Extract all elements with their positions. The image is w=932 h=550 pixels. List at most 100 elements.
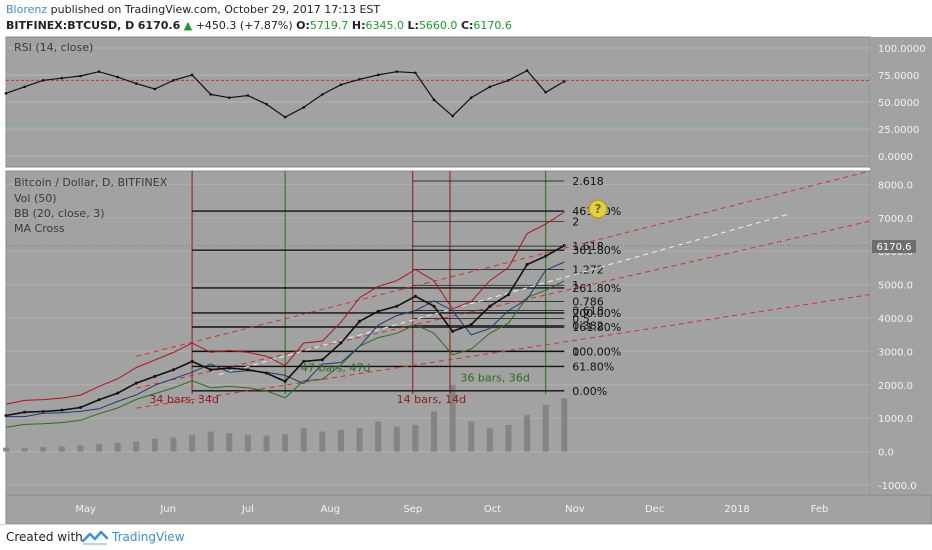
price-series (4, 243, 870, 418)
rsi-point (339, 83, 343, 86)
volume-bar (542, 404, 549, 452)
rsi-point (190, 73, 194, 77)
rsi-point (395, 70, 399, 73)
open-value: 5719.7 (309, 19, 349, 32)
time-axis-tick-label: Dec (645, 504, 664, 515)
low-label: L: (407, 19, 419, 32)
volume-bar (375, 421, 382, 452)
chart-area[interactable]: 100.0000 75.0000 50.0000 25.0000 0.0000 8000… (0, 34, 932, 524)
fib-level-label: 100.00% (572, 345, 621, 358)
rsi-point (544, 90, 547, 94)
rsi-grid: 100.0000 75.0000 50.0000 25.0000 0.0000 (6, 44, 926, 163)
last-price-tag (872, 240, 916, 253)
ma-line (6, 261, 565, 418)
footer: Created with TradingView (0, 524, 932, 550)
price-point (190, 359, 194, 363)
volume-bar (486, 428, 493, 452)
volume-bar (524, 414, 531, 452)
high-label: H: (351, 19, 366, 32)
rsi-point (209, 93, 213, 96)
fib-extension-label: 0.618 (572, 305, 604, 318)
fib-extension-label: 0.786 (572, 296, 604, 309)
price-axis[interactable] (870, 37, 932, 495)
cycle-vertical-lines (191, 171, 547, 394)
rsi-point (562, 80, 566, 83)
question-marker-icon[interactable] (588, 199, 608, 219)
price-point (116, 391, 120, 395)
bb-upper-band (5, 211, 565, 405)
fib-level-label: 61.80% (572, 360, 614, 373)
volume-bar (431, 411, 438, 452)
price-point (209, 368, 213, 372)
volume-bar (3, 447, 9, 452)
volume-bar (356, 428, 363, 452)
bar-count-label: 36 bars, 36d (460, 371, 529, 384)
price-axis-tick-label: 1000.0 (878, 414, 913, 425)
price-point (358, 319, 362, 323)
fib-level-label: 261.80% (572, 282, 621, 295)
price-point (469, 323, 473, 327)
price-pane[interactable] (5, 170, 871, 496)
rsi-point (488, 85, 492, 89)
tradingview-logo-icon[interactable] (82, 529, 108, 545)
fib-level-label: 361.80% (572, 244, 621, 257)
rsi-point (451, 114, 454, 118)
bar-count-label: 34 bars, 34d (149, 393, 218, 406)
volume-bar (133, 441, 140, 452)
symbol-label[interactable]: BITFINEX:BTCUSD, D (6, 19, 135, 32)
price-point (41, 409, 45, 413)
price-point (525, 263, 529, 267)
author-name[interactable]: Blorenz (6, 3, 48, 16)
volume-bar (244, 434, 251, 452)
price-point (451, 329, 455, 333)
time-axis-tick-label: Jun (159, 504, 176, 515)
rsi-point (4, 92, 8, 95)
price-point (246, 368, 250, 372)
price-point (544, 254, 548, 258)
change-arrow-icon: ▲ (183, 19, 193, 32)
time-axis-tick-label: Sep (403, 504, 422, 515)
volume-bar (77, 445, 84, 452)
rsi-point (265, 102, 268, 106)
tradingview-brand[interactable]: TradingView (112, 530, 185, 544)
time-axis[interactable] (5, 494, 932, 524)
price-point (153, 374, 157, 378)
volume-bar (58, 446, 65, 452)
volume-bar (170, 437, 177, 452)
open-label: O: (296, 19, 310, 32)
rsi-point (321, 93, 324, 96)
volume-bar (207, 431, 214, 452)
volume-bar (96, 444, 103, 452)
fib-extension-label: 2 (572, 215, 579, 228)
price-grid: 8000.07000.06000.05000.04000.03000.02000… (6, 180, 917, 492)
volume-bar (412, 424, 419, 452)
price-point (488, 304, 492, 308)
price-point (134, 381, 138, 385)
channel-line (136, 294, 871, 409)
rsi-legend: RSI (14, close) (14, 41, 93, 54)
price-point (320, 358, 324, 362)
rsi-point (507, 79, 510, 82)
price-point (413, 294, 417, 298)
last-price: 6170.6 (137, 19, 181, 32)
bar-count-annotations: 34 bars, 34d 47 bars, 47d 14 bars, 14d 36 b… (149, 361, 529, 406)
fib-extension-label: 1 (572, 279, 579, 292)
rsi-point (302, 106, 306, 109)
rsi-axis-tick-label: 100.0000 (878, 44, 926, 55)
volume-bars (3, 384, 568, 452)
bar-count-label: 47 bars, 47d (301, 361, 370, 374)
rsi-series (4, 69, 566, 119)
rsi-point (60, 76, 64, 80)
rsi-point (153, 87, 157, 91)
volume-bar (449, 384, 456, 452)
rsi-point (525, 69, 529, 72)
published-info: published on TradingView.com, October 29… (50, 3, 381, 16)
last-price-tag-label: 6170.6 (877, 242, 912, 253)
close-value: 6170.6 (473, 19, 512, 32)
rsi-point (79, 74, 82, 78)
axis-labels: May Jun Jul Aug Sep Oct Nov Dec 2018 Feb (75, 504, 828, 515)
price-point (60, 408, 64, 412)
price-point (376, 309, 380, 313)
price-axis-tick-label: 4000.0 (878, 314, 913, 325)
rsi-axis-tick-label: 25.0000 (878, 125, 919, 136)
